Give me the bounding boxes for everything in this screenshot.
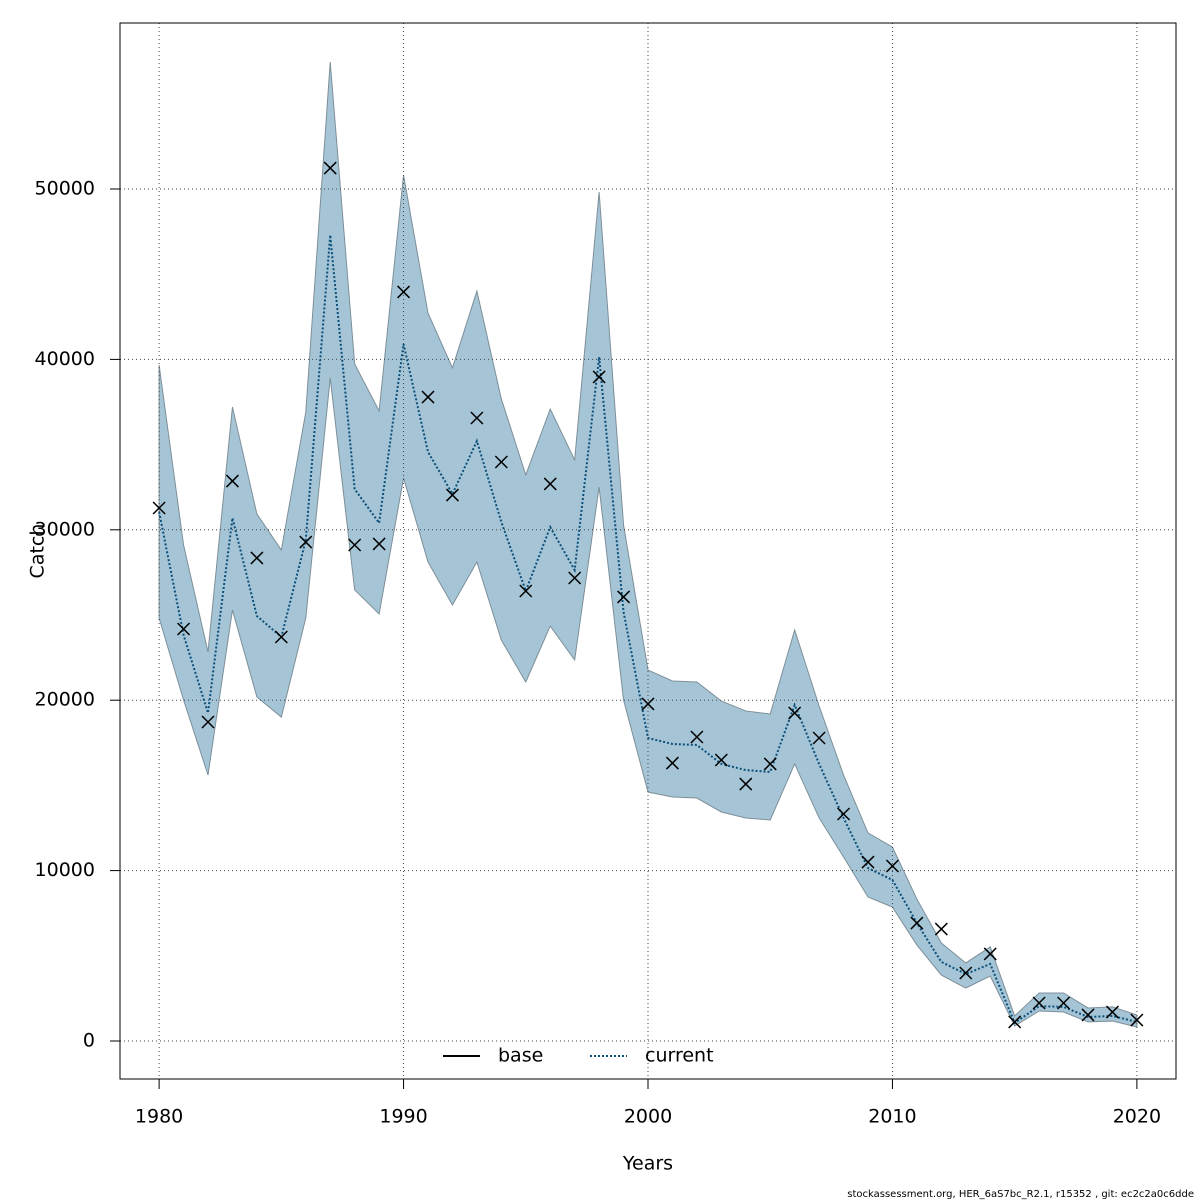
x-tick-label: 2020 [1113,1106,1161,1128]
observation [1008,1015,1022,1029]
y-tick-label: 0 [83,1030,95,1052]
observation [714,753,728,767]
observation [934,922,948,936]
observation [665,756,679,770]
observation [177,622,191,636]
observation [348,538,362,552]
y-axis-label: Catch [27,524,49,579]
observation [445,488,459,502]
observation [1057,996,1071,1010]
observation [421,390,435,404]
observation [690,730,704,744]
x-axis-label: Years [622,1153,673,1175]
observation [812,731,826,745]
observation [397,285,411,299]
y-tick-label: 50000 [35,178,95,200]
observation [983,947,997,961]
observation [470,411,484,425]
observation [837,807,851,821]
footnote: stockassessment.org, HER_6aS7bc_R2.1, r1… [847,1189,1194,1200]
observation [225,474,239,488]
observation [1081,1008,1095,1022]
observation [152,501,166,515]
observation [250,551,264,565]
observation [274,630,288,644]
estimate-line [158,234,1138,1025]
observation [910,916,924,930]
x-tick-label: 2010 [868,1106,916,1128]
observation [568,571,582,585]
x-tick-label: 1980 [135,1106,183,1128]
x-tick-label: 1990 [379,1106,427,1128]
observation [592,370,606,384]
x-tick-label: 2000 [624,1106,672,1128]
y-tick-label: 40000 [35,348,95,370]
observation [201,715,215,729]
observation [372,537,386,551]
observation [1105,1005,1119,1019]
observation [861,855,875,869]
observation [641,697,655,711]
y-tick-label: 20000 [35,689,95,711]
observation [739,777,753,791]
observation [543,477,557,491]
observation [299,535,313,549]
observation [959,966,973,980]
observation [617,590,631,604]
observation [763,757,777,771]
observation [519,584,533,598]
observation [885,859,899,873]
observation [1130,1013,1144,1027]
observation [323,161,337,175]
confidence-band [158,62,1138,1028]
legend-label: base [498,1045,543,1067]
observation [494,455,508,469]
y-tick-label: 10000 [35,859,95,881]
observation [1032,996,1046,1010]
legend-label: current [645,1045,714,1067]
observation [788,706,802,720]
plot-frame [119,22,1177,1080]
y-tick-label: 30000 [35,518,95,540]
